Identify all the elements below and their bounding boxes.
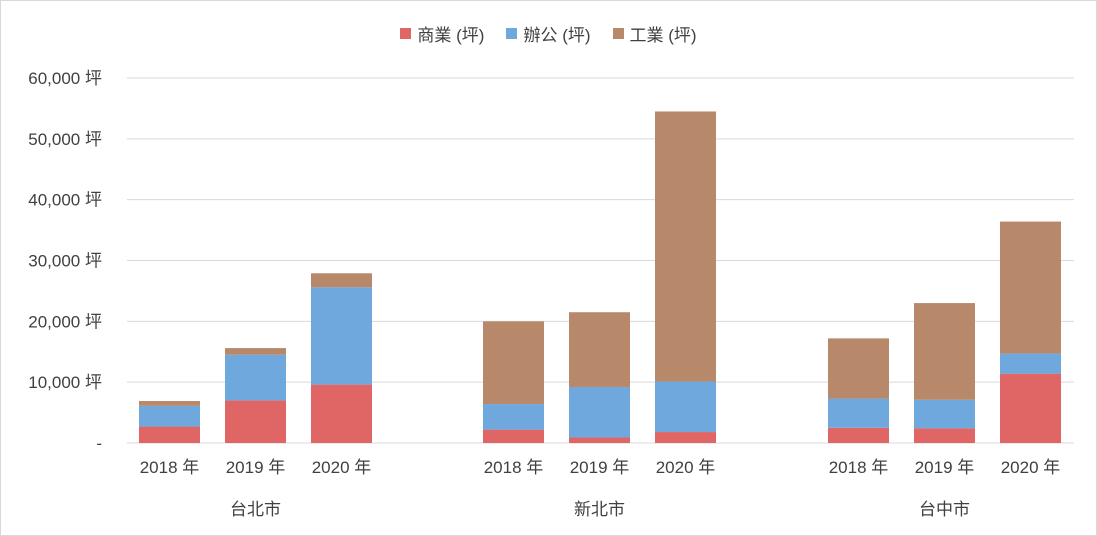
bar-segment — [655, 111, 716, 382]
x-tick-label: 2020 年 — [312, 458, 372, 477]
bar-segment — [311, 384, 372, 443]
bar-segment — [828, 398, 889, 428]
y-tick-label: 40,000 坪 — [28, 191, 102, 210]
y-tick-label: 50,000 坪 — [28, 130, 102, 149]
bar-segment — [483, 429, 544, 443]
bar-segment — [655, 432, 716, 443]
bar-segment — [1000, 373, 1061, 443]
legend-item-office: 辦公 (坪) — [506, 21, 591, 46]
bar-segment — [569, 437, 630, 443]
bar-segment — [225, 400, 286, 443]
bar-segment — [569, 387, 630, 438]
legend-swatch-industrial — [612, 28, 624, 39]
bar-segment — [914, 399, 975, 429]
x-tick-label: 2018 年 — [829, 458, 889, 477]
chart-legend: 商業 (坪) 辦公 (坪) 工業 (坪) — [1, 21, 1096, 46]
bar-segment — [828, 427, 889, 443]
legend-swatch-office — [506, 28, 518, 39]
y-tick-label: 60,000 坪 — [28, 69, 102, 88]
bar-segment — [655, 381, 716, 433]
legend-label-industrial: 工業 (坪) — [629, 26, 697, 45]
x-tick-label: 2020 年 — [656, 458, 716, 477]
x-tick-label: 2018 年 — [140, 458, 200, 477]
y-tick-label: 10,000 坪 — [28, 373, 102, 392]
bar-segment — [311, 273, 372, 288]
y-tick-label: 30,000 坪 — [28, 252, 102, 271]
bar-segment — [914, 303, 975, 400]
bar-segment — [1000, 353, 1061, 374]
group-label: 台中市 — [919, 500, 970, 519]
group-label: 台北市 — [230, 500, 281, 519]
legend-item-commercial: 商業 (坪) — [400, 21, 484, 46]
bar-segment — [1000, 221, 1061, 354]
x-tick-label: 2020 年 — [1001, 458, 1061, 477]
bar-segment — [225, 354, 286, 401]
bar-segment — [139, 426, 200, 443]
legend-label-office: 辦公 (坪) — [523, 26, 591, 45]
legend-item-industrial: 工業 (坪) — [612, 21, 697, 46]
x-tick-label: 2019 年 — [226, 458, 286, 477]
bar-segment — [914, 428, 975, 443]
x-tick-label: 2019 年 — [915, 458, 975, 477]
x-tick-label: 2019 年 — [570, 458, 630, 477]
legend-label-commercial: 商業 (坪) — [417, 26, 485, 45]
bar-segment — [828, 338, 889, 399]
y-tick-label: 20,000 坪 — [28, 312, 102, 331]
legend-swatch-commercial — [400, 28, 412, 39]
group-label: 新北市 — [574, 500, 625, 519]
bar-segment — [225, 348, 286, 355]
bar-segment — [139, 405, 200, 427]
bar-segment — [483, 404, 544, 430]
bar-segment — [139, 401, 200, 406]
y-tick-label: - — [96, 434, 102, 453]
bar-segment — [569, 312, 630, 388]
bar-segment — [311, 287, 372, 385]
bar-segment — [483, 321, 544, 405]
x-tick-label: 2018 年 — [484, 458, 544, 477]
